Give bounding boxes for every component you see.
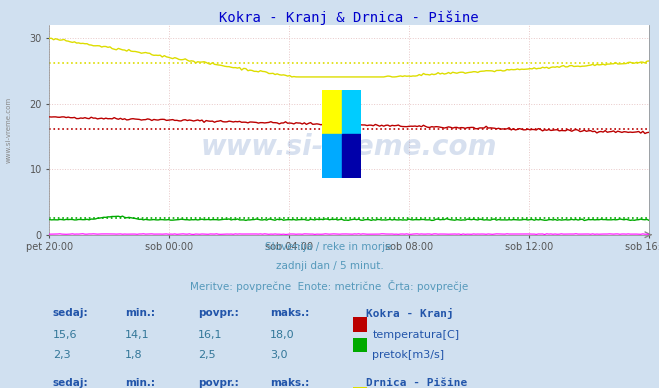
Text: 15,6: 15,6 xyxy=(53,330,77,340)
Text: 3,0: 3,0 xyxy=(270,350,288,360)
Text: 2,5: 2,5 xyxy=(198,350,215,360)
Text: min.:: min.: xyxy=(125,378,156,388)
Text: Kokra - Kranj: Kokra - Kranj xyxy=(366,308,453,319)
Text: sedaj:: sedaj: xyxy=(53,308,88,319)
Text: 18,0: 18,0 xyxy=(270,330,295,340)
Text: Slovenija / reke in morje.: Slovenija / reke in morje. xyxy=(264,242,395,253)
Text: www.si-vreme.com: www.si-vreme.com xyxy=(5,97,12,163)
Text: Kokra - Kranj & Drnica - Pišine: Kokra - Kranj & Drnica - Pišine xyxy=(219,11,479,25)
Text: povpr.:: povpr.: xyxy=(198,378,239,388)
Text: sedaj:: sedaj: xyxy=(53,378,88,388)
Text: temperatura[C]: temperatura[C] xyxy=(372,330,459,340)
Text: Drnica - Pišine: Drnica - Pišine xyxy=(366,378,467,388)
Text: 1,8: 1,8 xyxy=(125,350,143,360)
Text: min.:: min.: xyxy=(125,308,156,319)
Text: maks.:: maks.: xyxy=(270,308,310,319)
Text: Meritve: povprečne  Enote: metrične  Črta: povprečje: Meritve: povprečne Enote: metrične Črta:… xyxy=(190,280,469,292)
Text: 14,1: 14,1 xyxy=(125,330,150,340)
Text: pretok[m3/s]: pretok[m3/s] xyxy=(372,350,444,360)
Text: 16,1: 16,1 xyxy=(198,330,222,340)
Text: www.si-vreme.com: www.si-vreme.com xyxy=(201,133,498,161)
Text: 2,3: 2,3 xyxy=(53,350,71,360)
Text: maks.:: maks.: xyxy=(270,378,310,388)
Text: zadnji dan / 5 minut.: zadnji dan / 5 minut. xyxy=(275,261,384,271)
Text: povpr.:: povpr.: xyxy=(198,308,239,319)
